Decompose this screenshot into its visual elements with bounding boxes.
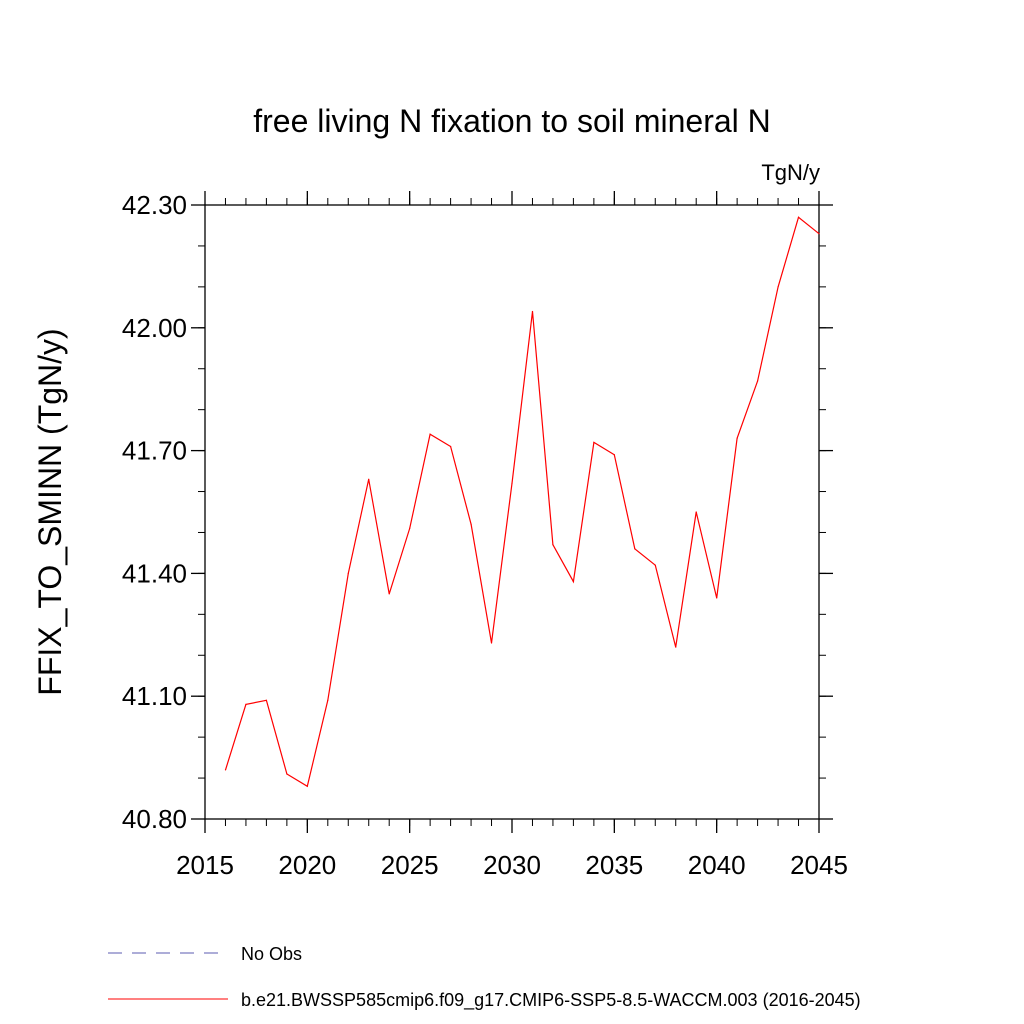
data-point xyxy=(757,380,759,382)
data-point xyxy=(368,478,370,480)
axes: 40.80 41.10 41.40 41.70 42.00 42.30 2015 2020 20… xyxy=(122,190,848,880)
data-point xyxy=(286,773,288,775)
legend-label: No Obs xyxy=(241,944,302,964)
x-tick-label: 2025 xyxy=(381,850,439,880)
series-line xyxy=(224,216,820,788)
y-tick-label: 42.00 xyxy=(122,313,187,343)
data-point xyxy=(347,572,349,575)
data-point xyxy=(777,286,779,288)
data-point xyxy=(613,454,615,456)
data-point xyxy=(797,216,800,218)
data-point xyxy=(736,437,738,439)
x-tick-label: 2035 xyxy=(585,850,643,880)
x-tick-label: 2045 xyxy=(790,850,848,880)
data-point xyxy=(511,482,513,484)
y-tick-label: 41.40 xyxy=(122,558,187,588)
x-tick-label: 2040 xyxy=(688,850,746,880)
data-point xyxy=(388,593,390,595)
data-point xyxy=(552,544,554,546)
data-point xyxy=(572,580,575,583)
y-axis-label: FFIX_TO_SMINN (TgN/y) xyxy=(32,328,68,695)
x-tick-label: 2015 xyxy=(176,850,234,880)
legend-label: b.e21.BWSSP585cmip6.f09_g17.CMIP6-SSP5-8… xyxy=(241,990,861,1011)
data-point xyxy=(490,642,493,644)
data-point xyxy=(634,548,636,550)
data-point xyxy=(593,441,595,444)
data-point xyxy=(531,310,534,313)
data-point xyxy=(245,703,247,705)
data-point xyxy=(450,445,452,448)
data-point xyxy=(470,523,472,525)
data-point xyxy=(654,564,656,566)
data-point xyxy=(327,699,329,701)
y-tick-label: 41.10 xyxy=(122,681,187,711)
data-point xyxy=(429,433,431,435)
plot-series xyxy=(224,216,820,788)
units-label: TgN/y xyxy=(761,160,820,185)
data-point xyxy=(695,511,697,513)
legend: No Obs b.e21.BWSSP585cmip6.f09_g17.CMIP6-… xyxy=(108,944,861,1011)
x-tick-label: 2030 xyxy=(483,850,541,880)
y-tick-label: 42.30 xyxy=(122,190,187,220)
plot-frame xyxy=(204,204,820,820)
data-point xyxy=(265,699,267,701)
x-tick-label: 2020 xyxy=(278,850,336,880)
data-point xyxy=(306,785,308,787)
data-point xyxy=(224,769,227,771)
data-point xyxy=(675,646,677,648)
data-point xyxy=(818,233,820,235)
y-tick-label: 41.70 xyxy=(122,436,187,466)
data-point xyxy=(409,527,411,529)
data-point xyxy=(716,597,718,599)
y-tick-label: 40.80 xyxy=(122,804,187,834)
chart-title: free living N fixation to soil mineral N xyxy=(253,103,771,139)
